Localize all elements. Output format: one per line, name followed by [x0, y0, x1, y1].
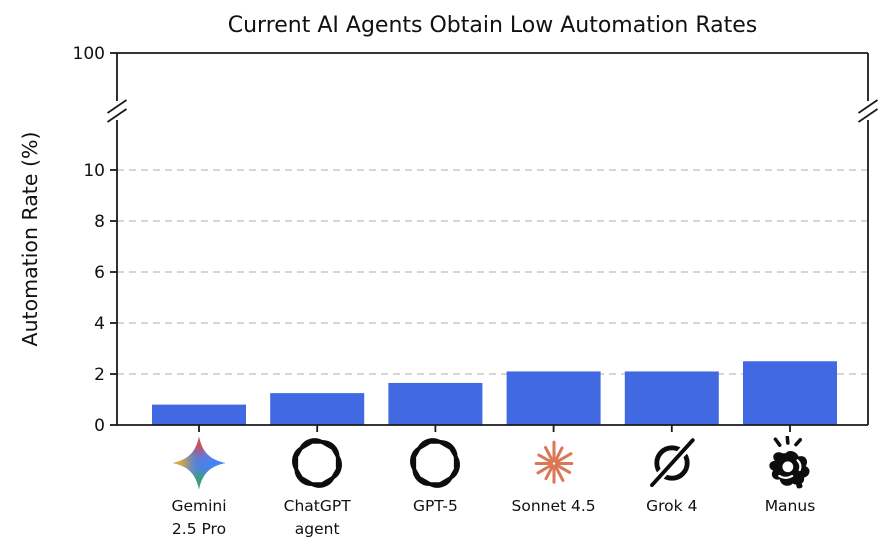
axis-break-mark: [857, 108, 879, 123]
axis-break-mark: [857, 99, 879, 114]
bar: [624, 371, 719, 425]
manus-snap-hand-icon: [769, 436, 810, 489]
category-sonnet-4-5: Sonnet 4.5: [484, 436, 624, 518]
category-label: Gemini 2.5 Pro: [171, 497, 227, 539]
bar: [270, 393, 365, 425]
category-grok-4: Grok 4: [602, 436, 742, 518]
category-label: Sonnet 4.5: [511, 497, 596, 515]
y-tick-label: 2: [94, 365, 105, 385]
bar: [743, 361, 837, 425]
bar: [152, 404, 246, 425]
category-manus: Manus: [720, 436, 860, 518]
category-label: ChatGPT agent: [283, 497, 351, 539]
y-tick-label: 4: [94, 314, 105, 334]
y-tick-label: 8: [94, 212, 105, 232]
category-label: Manus: [764, 497, 816, 515]
bar: [506, 371, 601, 425]
openai-icon: [410, 438, 461, 488]
y-tick-label: 0: [94, 416, 105, 436]
y-tick-label: 10: [83, 161, 105, 181]
category-label: Grok 4: [646, 497, 698, 515]
category-gemini-2-5-pro: Gemini 2.5 Pro: [129, 436, 269, 542]
openai-icon: [292, 438, 343, 488]
y-tick-label: 6: [94, 263, 105, 283]
anthropic-starburst-icon: [534, 440, 573, 484]
bar: [388, 382, 483, 425]
y-tick-label: 100: [73, 44, 105, 64]
category-chatgpt-agent: ChatGPT agent: [247, 436, 387, 542]
category-label: GPT-5: [412, 497, 458, 515]
category-gpt-5: GPT-5: [365, 436, 505, 518]
chart-title: Current AI Agents Obtain Low Automation …: [227, 13, 758, 38]
gemini-star-icon: [172, 436, 226, 490]
axis-break-mark: [106, 108, 128, 123]
axis-break-mark: [106, 99, 128, 114]
grok-slashed-circle-icon: [649, 438, 695, 488]
